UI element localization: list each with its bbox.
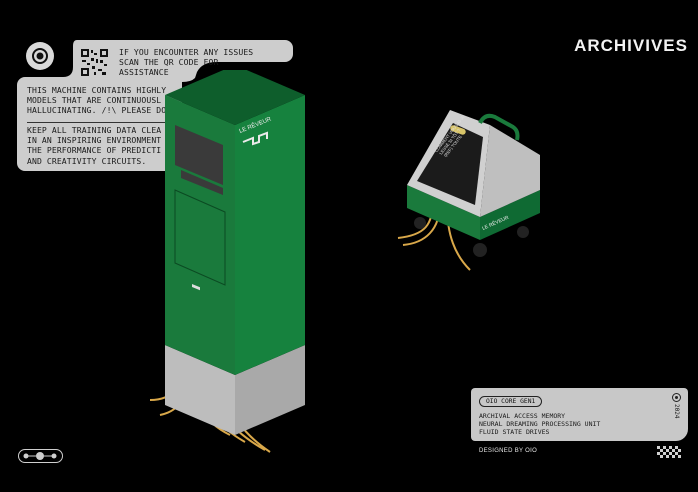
warning-text: THIS MACHINE CONTAINS HIGHLY MODELS THAT… xyxy=(27,85,167,116)
core-badge: OIO CORE GEN1 xyxy=(479,396,543,407)
specs-list: ARCHIVAL ACCESS MEMORY NEURAL DREAMING P… xyxy=(479,412,601,437)
page-title: ARCHIVIVES xyxy=(574,36,688,55)
nav-dots-icon[interactable] xyxy=(18,449,63,463)
qr-code-icon[interactable] xyxy=(80,48,109,77)
cart-machine-illustration: COMMENT VOUS AI-JELESSÉ SI TÔT ?(REF) TO… xyxy=(397,110,540,271)
year-label: 2024 xyxy=(673,404,680,419)
training-data-text: KEEP ALL TRAINING DATA CLEA IN AN INSPIR… xyxy=(27,125,162,166)
qr-instruction-text: IF YOU ENCOUNTER ANY ISSUES SCAN THE QR … xyxy=(119,47,254,78)
pattern-icon xyxy=(657,446,681,458)
target-icon[interactable] xyxy=(25,41,55,71)
server-machine-illustration: LE RÊVEUR xyxy=(149,70,305,453)
designer-credit: DESIGNED BY OIO xyxy=(479,448,538,454)
notice-divider xyxy=(27,122,172,123)
record-icon[interactable] xyxy=(672,393,681,402)
info-card: OIO CORE GEN1 2024 ARCHIVAL ACCESS MEMOR… xyxy=(471,388,688,441)
